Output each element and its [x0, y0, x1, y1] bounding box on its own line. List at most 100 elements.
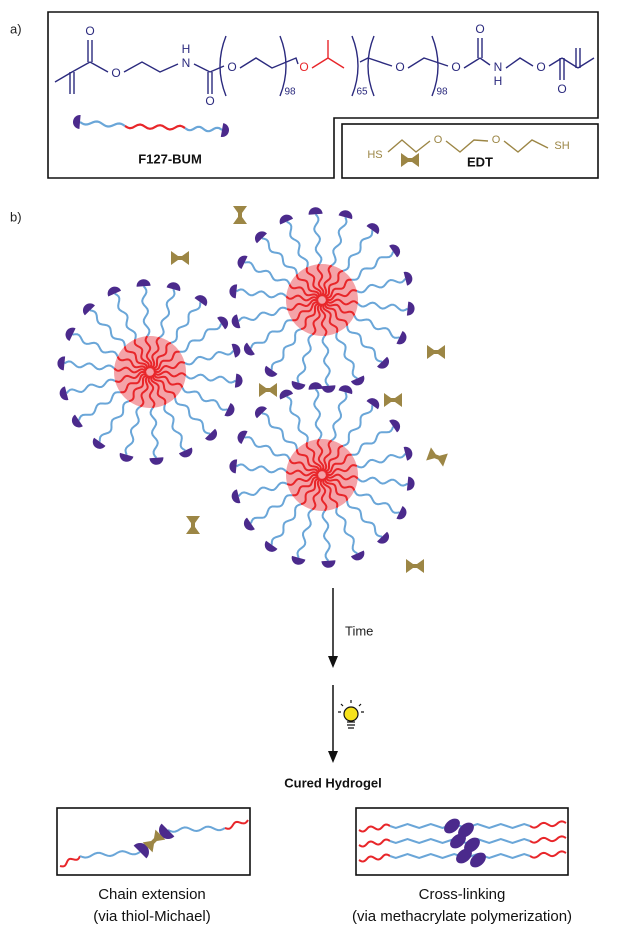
- corona-chain: [314, 389, 321, 439]
- corona-chain: [332, 392, 347, 440]
- end-cap: [58, 386, 68, 401]
- corona-chain: [239, 308, 287, 322]
- corona-chain: [354, 491, 399, 513]
- end-cap: [252, 404, 267, 419]
- atom: O: [205, 94, 214, 108]
- structure-box: [48, 12, 598, 178]
- end-cap: [367, 395, 382, 409]
- end-cap: [195, 292, 210, 306]
- corona-chain: [298, 335, 313, 383]
- atom: N: [494, 60, 503, 74]
- atom: O: [85, 24, 94, 38]
- micelles: [57, 206, 448, 573]
- corona-chain: [336, 333, 357, 379]
- end-cap: [205, 429, 220, 444]
- corona-chain: [323, 336, 330, 386]
- end-cap: [277, 212, 293, 224]
- end-cap: [63, 325, 75, 341]
- corona-chain: [347, 501, 382, 537]
- crosslinker: [259, 383, 277, 397]
- atom: H: [182, 42, 191, 56]
- end-cap: [262, 541, 277, 555]
- corona-chain: [90, 310, 125, 346]
- end-cap: [377, 357, 392, 372]
- subscript: 98: [284, 87, 296, 98]
- crosslinker: [426, 447, 448, 466]
- corona-chain: [357, 454, 405, 468]
- corona-chain: [236, 289, 286, 297]
- atom: HS: [367, 149, 382, 161]
- chain: [80, 851, 140, 857]
- corona-chain: [262, 238, 297, 274]
- corona-chain: [287, 222, 308, 268]
- end-cap: [230, 314, 240, 329]
- end-cap: [407, 477, 415, 492]
- corona-chain: [126, 407, 141, 455]
- page: {"panel_a": {"label": "a)", "structure":…: [0, 0, 618, 945]
- corona-chain: [352, 427, 393, 455]
- end-cap: [229, 459, 237, 474]
- end-cap: [221, 123, 230, 138]
- corona-chain: [323, 511, 330, 561]
- edt-label: EDT: [467, 154, 493, 169]
- atom: O: [111, 66, 120, 80]
- corona-chain: [358, 478, 408, 486]
- corona-chain: [352, 252, 393, 280]
- end-cap: [407, 302, 415, 317]
- subscript: 98: [436, 87, 448, 98]
- corona-chain: [251, 495, 292, 523]
- crosslinker: [384, 393, 402, 407]
- end-cap: [377, 532, 392, 547]
- end-cap: [149, 457, 163, 465]
- chain: [225, 820, 248, 829]
- corona-chain: [272, 504, 301, 545]
- end-cap: [57, 356, 65, 371]
- crosslinker: [233, 206, 247, 224]
- end-cap: [80, 301, 95, 316]
- chain: [359, 840, 390, 847]
- result-label: Cured Hydrogel: [284, 775, 382, 790]
- atom: O: [492, 134, 501, 146]
- end-cap: [277, 387, 293, 399]
- corona-chain: [336, 508, 357, 554]
- chain: [530, 836, 566, 842]
- corona-chain: [64, 361, 114, 369]
- corona-chain: [287, 397, 308, 443]
- atom: O: [434, 134, 443, 146]
- end-cap: [308, 207, 322, 215]
- f127-structure: O O N H O O O O O O N H O O 98 65 98: [55, 22, 594, 108]
- time-label: Time: [345, 623, 373, 638]
- atom: O: [557, 82, 566, 96]
- corona-chain: [180, 324, 221, 352]
- chain: [60, 856, 80, 866]
- end-cap: [262, 366, 277, 380]
- corona-chain: [347, 326, 382, 362]
- corona-chain: [314, 214, 321, 264]
- corona-chain: [186, 375, 236, 383]
- end-cap: [404, 270, 414, 285]
- end-cap: [232, 342, 242, 357]
- corona-chain: [343, 230, 372, 271]
- corona-chain: [79, 392, 120, 420]
- end-cap: [136, 279, 150, 287]
- chain: [168, 827, 225, 832]
- corona-chain: [357, 279, 405, 293]
- corona-chain: [262, 413, 297, 449]
- corona-chain: [67, 380, 115, 394]
- chain: [80, 122, 125, 127]
- end-cap: [308, 382, 322, 390]
- inset-drawings: [60, 816, 566, 871]
- end-cap: [235, 374, 243, 389]
- end-cap: [367, 220, 382, 234]
- end-cap: [105, 284, 121, 296]
- corona-chain: [73, 334, 118, 356]
- crosslinker: [401, 153, 419, 167]
- corona-chain: [343, 405, 372, 446]
- end-cap: [321, 385, 335, 393]
- crosslinker: [406, 559, 424, 573]
- corona-chain: [185, 351, 233, 365]
- corona-chain: [354, 316, 399, 338]
- end-cap: [396, 506, 408, 522]
- corona-chain: [115, 294, 136, 340]
- atom: O: [227, 60, 236, 74]
